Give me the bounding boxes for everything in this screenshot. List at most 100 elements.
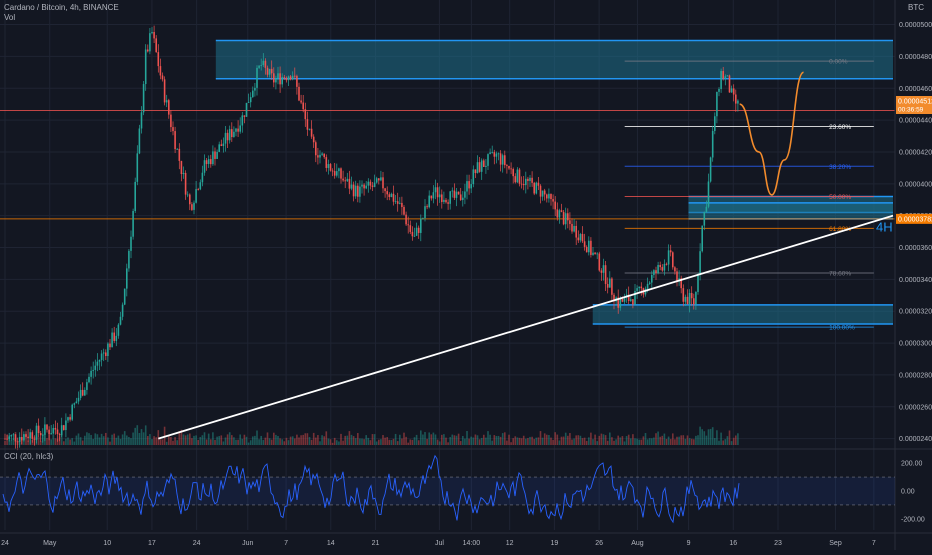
candle-body [228, 129, 231, 141]
time-tick-label: 24 [1, 540, 9, 547]
candle-body [491, 152, 493, 153]
candle-body [487, 154, 489, 166]
candle-body [33, 438, 36, 440]
candle-body [333, 171, 336, 176]
candle-body [54, 427, 57, 430]
volume-bar [359, 438, 361, 445]
volume-bar [199, 437, 202, 445]
volume-bar [648, 438, 651, 445]
volume-bar [121, 434, 124, 445]
volume-bar [308, 436, 311, 445]
candle-body [258, 65, 260, 68]
volume-bar [533, 439, 535, 445]
volume-bar [630, 438, 632, 445]
candle-body [552, 199, 554, 202]
candle-body [573, 225, 575, 232]
time-tick-label: Jun [242, 540, 253, 547]
volume-bar [58, 436, 61, 445]
candle-body [609, 278, 611, 288]
candle-body [239, 125, 241, 132]
volume-bar [726, 436, 729, 445]
volume-bar [665, 439, 668, 445]
candle-body [10, 435, 13, 437]
candle-body [8, 436, 10, 440]
volume-bar [268, 438, 271, 445]
candle-body [695, 291, 697, 305]
volume-bar [254, 435, 256, 445]
volume-bar [109, 441, 111, 445]
candle-body [709, 157, 712, 182]
volume-bar [655, 433, 657, 445]
volume-bar [245, 436, 248, 445]
candle-body [422, 218, 424, 219]
candle-body [342, 178, 344, 181]
volume-bar [231, 435, 233, 445]
candle-body [468, 181, 470, 189]
volume-bar [21, 439, 23, 445]
candle-body [648, 282, 651, 284]
candle-body [155, 38, 157, 53]
candle-body [554, 201, 556, 210]
volume-bar [693, 439, 695, 445]
candle-body [86, 382, 88, 390]
volume-bar [344, 435, 346, 445]
volume-bar [602, 434, 605, 445]
volume-bar [701, 429, 703, 445]
volume-bar [583, 437, 586, 445]
candle-body [520, 183, 523, 185]
candle-body [590, 240, 592, 255]
time-tick-label: Jul [435, 540, 444, 547]
price-tag-sub-0: 00:36:59 [898, 107, 924, 114]
volume-bar [611, 437, 613, 445]
candle-body [325, 157, 328, 168]
candle-body [319, 154, 321, 158]
candle-body [596, 253, 598, 255]
candle-body [701, 225, 703, 252]
time-tick-label: 19 [551, 540, 559, 547]
candle-body [65, 420, 67, 430]
candle-body [151, 31, 153, 34]
volume-bar [684, 438, 687, 445]
candle-body [686, 296, 689, 304]
candle-body [275, 78, 277, 83]
volume-bar [256, 430, 258, 445]
volume-bar [294, 438, 296, 445]
candle-body [535, 182, 538, 194]
candle-body [205, 160, 208, 164]
candle-body [724, 76, 727, 79]
candle-body [653, 270, 655, 275]
candle-body [489, 152, 491, 155]
cci-line [2, 454, 740, 524]
volume-bar [176, 440, 178, 445]
volume-bar [516, 437, 519, 445]
volume-bar [478, 439, 481, 445]
volume-bar [730, 441, 733, 445]
volume-bar [56, 439, 59, 445]
volume-bar [617, 435, 619, 445]
volume-bar [554, 432, 556, 445]
candle-body [163, 79, 166, 103]
volume-bar [432, 432, 435, 445]
volume-bar [239, 434, 241, 445]
candle-body [396, 201, 399, 204]
volume-bar [491, 440, 493, 445]
volume-bar [77, 433, 80, 445]
volume-bar [489, 434, 491, 445]
candle-body [291, 75, 294, 80]
candle-body [348, 178, 351, 189]
fib-label-0: 0.00% [829, 59, 848, 66]
candle-body [37, 425, 40, 434]
candle-body [445, 199, 447, 203]
candle-body [294, 75, 296, 77]
volume-bar [365, 435, 367, 445]
candle-body [220, 144, 223, 146]
volume-bar [151, 439, 153, 445]
volume-bar [369, 440, 372, 445]
price-axis-bg [895, 0, 932, 550]
volume-bar [373, 434, 376, 445]
volume-bar [420, 430, 422, 445]
